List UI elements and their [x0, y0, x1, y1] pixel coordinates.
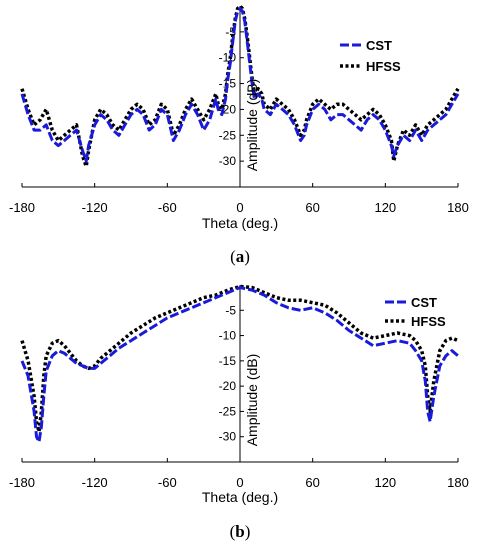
x-tick-label: -120 [82, 475, 108, 490]
x-tick-label: 120 [374, 200, 396, 215]
series-line-hfss [20, 4, 460, 169]
y-tick-label: -25 [219, 404, 237, 418]
y-tick-label: -25 [219, 128, 237, 142]
x-tick-label: -180 [9, 200, 35, 215]
chart-panel-a: -180 -120 -60 0 60 120 180 -5-10-15-20-25-30 T… [9, 4, 469, 266]
y-tick-label: -5 [225, 25, 236, 39]
x-tick-label: -60 [158, 200, 177, 215]
y-tick-label: -30 [219, 154, 237, 168]
legend-label-cst: CST [366, 38, 392, 53]
y-tick-label: -10 [219, 329, 237, 343]
x-tick-label: 0 [236, 200, 243, 215]
x-tick-label: 180 [447, 475, 469, 490]
panel-caption-b: (b) [230, 522, 251, 541]
series-group [20, 284, 459, 444]
y-ticks: -5 -10 -15 -20 -25 -30 [219, 303, 244, 444]
legend: CST HFSS [385, 295, 446, 329]
x-tick-label: -120 [82, 200, 108, 215]
y-axis-label: Amplitude (dB) [244, 79, 260, 172]
x-tick-label: -180 [9, 475, 35, 490]
x-axis-label: Theta (deg.) [202, 215, 278, 231]
x-tick-label: 60 [305, 475, 319, 490]
series-line-cst [20, 286, 459, 444]
series-group [20, 4, 460, 169]
x-tick-label: 180 [447, 200, 469, 215]
y-tick-label: -5 [225, 303, 236, 317]
y-tick-label: -15 [219, 354, 237, 368]
x-ticks: -180 -120 -60 0 60 120 180 [9, 458, 469, 490]
legend-label-cst: CST [411, 295, 437, 310]
x-axis-label: Theta (deg.) [202, 489, 278, 505]
y-tick-label: -30 [219, 430, 237, 444]
legend-label-hfss: HFSS [366, 59, 401, 74]
legend-label-hfss: HFSS [411, 314, 446, 329]
chart-panel-b: -180 -120 -60 0 60 120 180 -5 -10 -15 -20 -25 -30 T… [9, 284, 469, 541]
series-line-cst [20, 7, 460, 163]
x-tick-label: 0 [236, 475, 243, 490]
y-axis-label: Amplitude (dB) [244, 354, 260, 447]
legend: CST HFSS [340, 38, 401, 74]
x-tick-label: 60 [305, 200, 319, 215]
y-tick-label: -10 [219, 51, 237, 65]
series-line-hfss [20, 284, 459, 434]
x-tick-label: -60 [158, 475, 177, 490]
x-tick-label: 120 [374, 475, 396, 490]
x-ticks: -180 -120 -60 0 60 120 180 [9, 183, 469, 215]
y-tick-label: -20 [219, 379, 237, 393]
panel-caption-a: (a) [230, 247, 250, 266]
